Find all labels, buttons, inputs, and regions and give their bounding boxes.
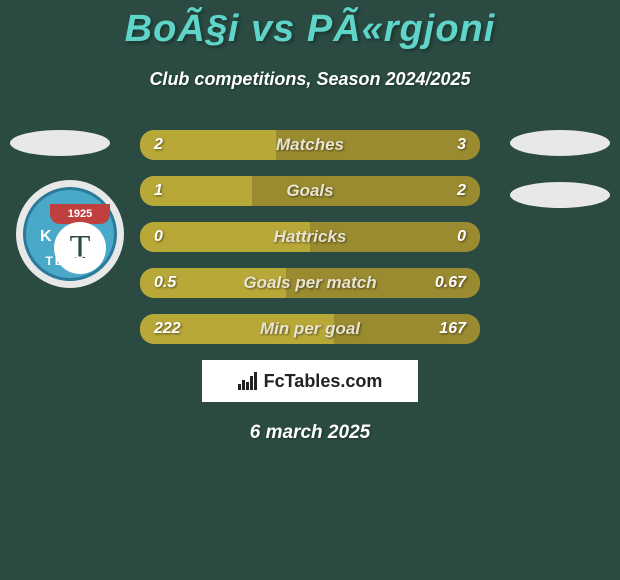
stat-right-value: 3 — [457, 130, 466, 160]
stat-label: Hattricks — [140, 222, 480, 252]
badge-ring: 1925 K F T TEUTA — [23, 187, 117, 281]
badge-letter-k: K — [40, 228, 52, 246]
stat-right-value: 0 — [457, 222, 466, 252]
footer-brand[interactable]: FcTables.com — [202, 360, 418, 402]
stat-row: 2 Matches 3 — [140, 130, 480, 160]
badge-year: 1925 — [50, 204, 110, 224]
player-right-placeholder-2 — [510, 182, 610, 208]
stat-label: Goals — [140, 176, 480, 206]
stat-bars: 2 Matches 3 1 Goals 2 0 Hattricks 0 0.5 … — [140, 130, 480, 344]
stat-label: Matches — [140, 130, 480, 160]
page-title: BoÃ§i vs PÃ«rgjoni — [0, 0, 620, 51]
stat-right-value: 0.67 — [435, 268, 466, 298]
stat-label: Min per goal — [140, 314, 480, 344]
player-left-placeholder — [10, 130, 110, 156]
stat-right-value: 167 — [439, 314, 466, 344]
match-date: 6 march 2025 — [0, 422, 620, 444]
subtitle: Club competitions, Season 2024/2025 — [0, 69, 620, 90]
stat-right-value: 2 — [457, 176, 466, 206]
content-area: 1925 K F T TEUTA 2 Matches 3 1 Goals 2 0… — [0, 130, 620, 444]
footer-brand-text: FcTables.com — [264, 371, 383, 392]
stat-row: 0.5 Goals per match 0.67 — [140, 268, 480, 298]
stat-row: 222 Min per goal 167 — [140, 314, 480, 344]
badge-outer: 1925 K F T TEUTA — [16, 180, 124, 288]
stat-row: 1 Goals 2 — [140, 176, 480, 206]
player-right-placeholder-1 — [510, 130, 610, 156]
badge-club-name: TEUTA — [26, 254, 114, 268]
stat-label: Goals per match — [140, 268, 480, 298]
stat-row: 0 Hattricks 0 — [140, 222, 480, 252]
club-badge: 1925 K F T TEUTA — [16, 180, 124, 288]
bars-icon — [238, 372, 258, 390]
